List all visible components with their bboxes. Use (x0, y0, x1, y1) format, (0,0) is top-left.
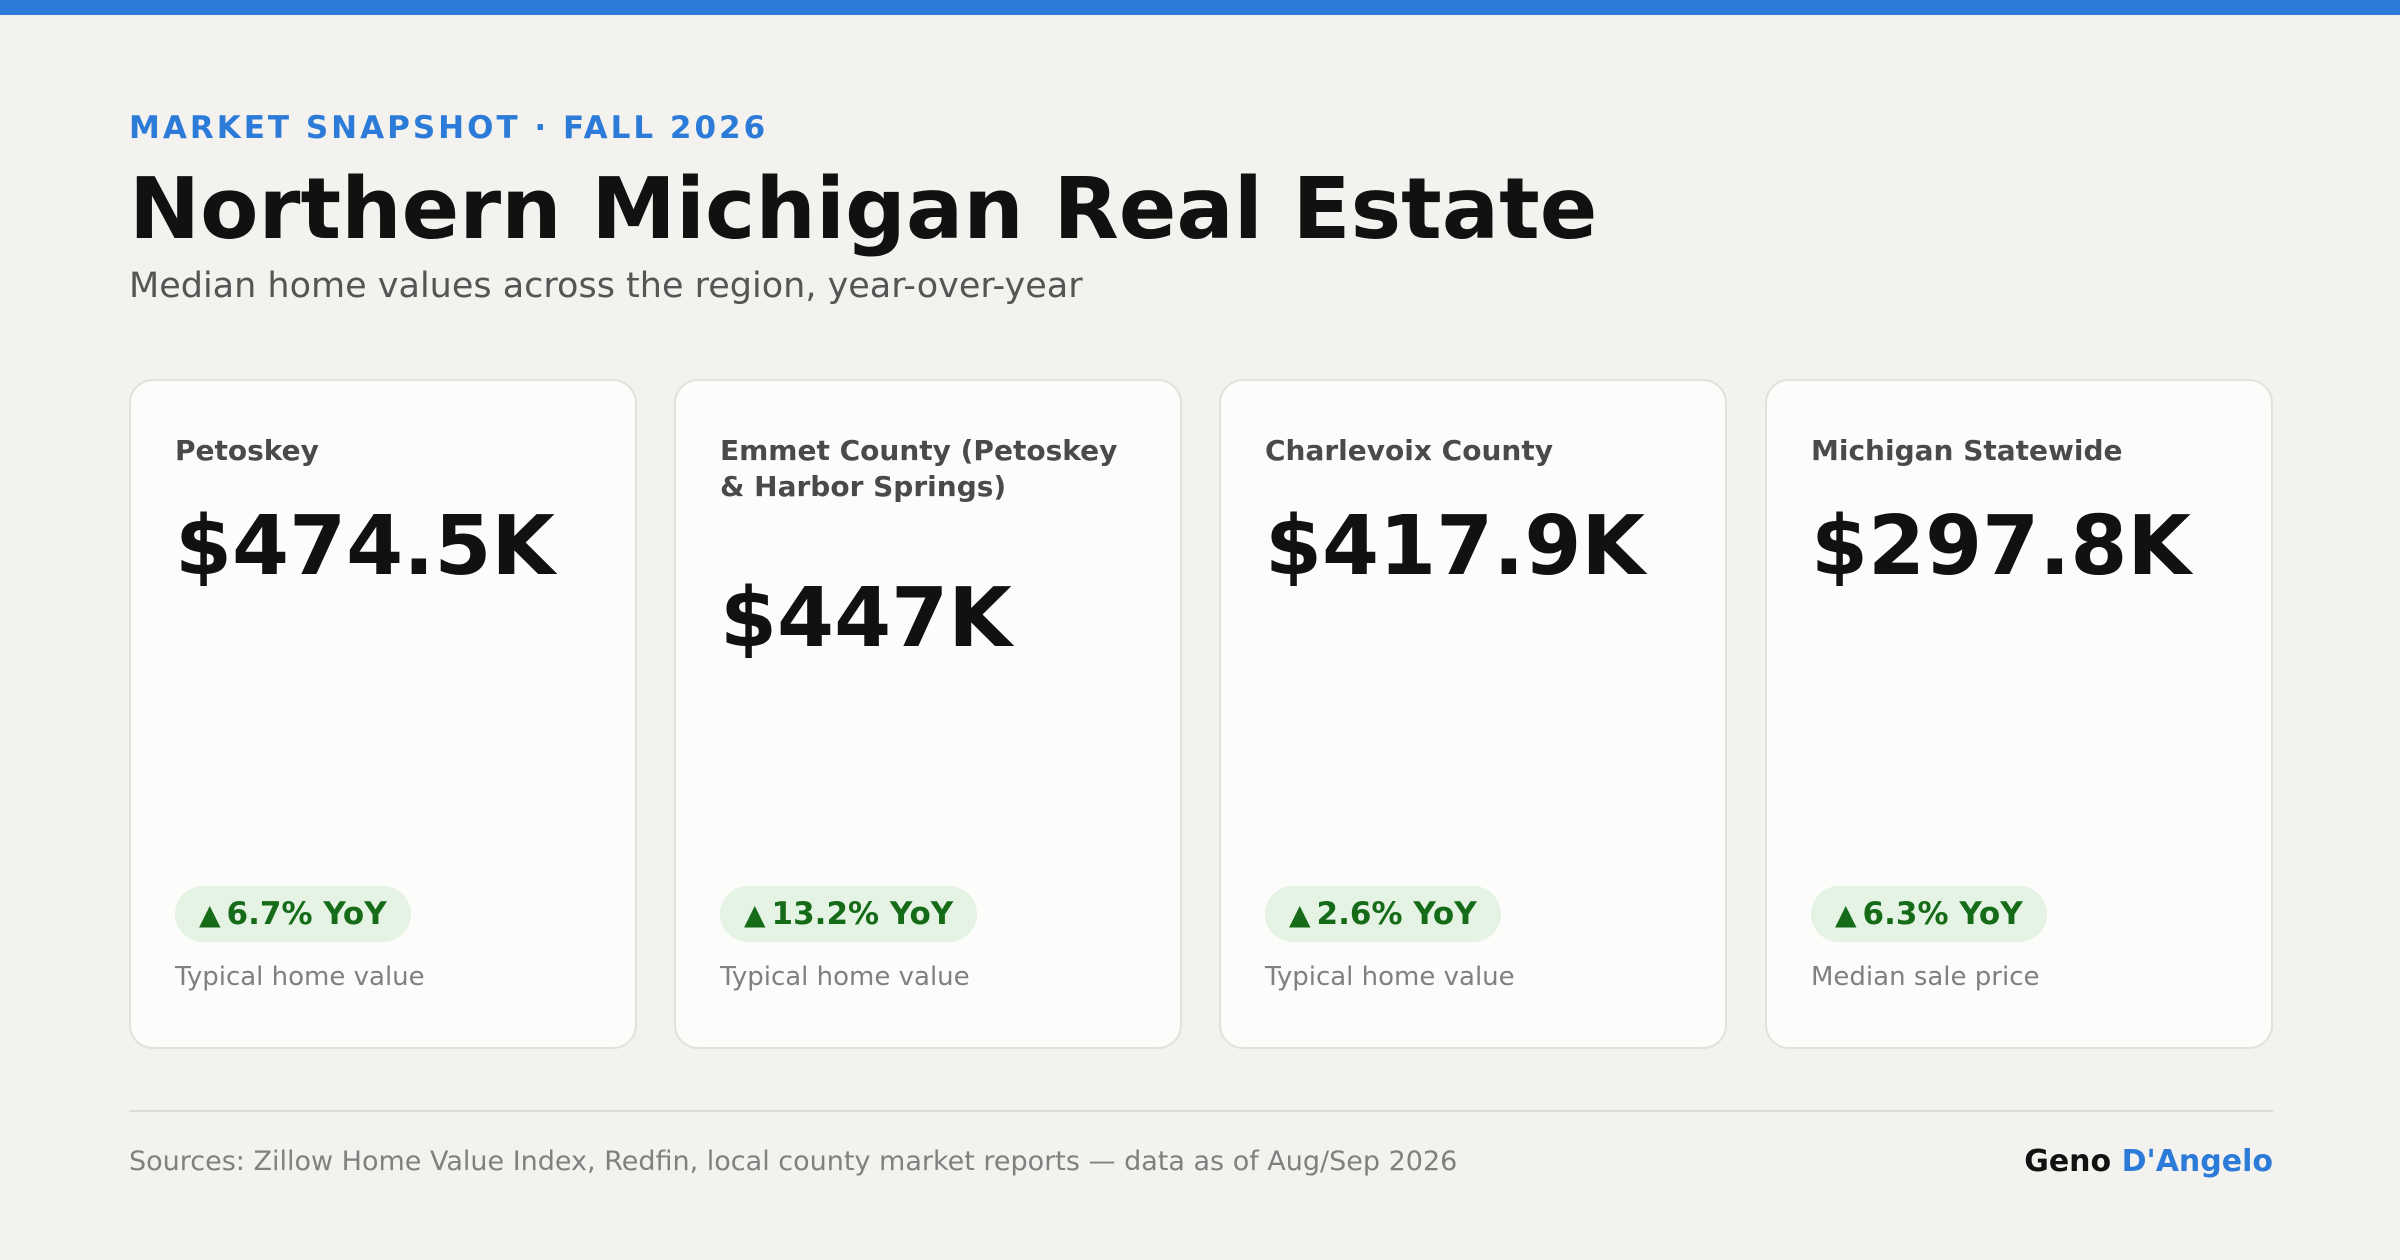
page-title: Northern Michigan Real Estate (129, 160, 1598, 259)
card-caption: Typical home value (1265, 962, 1515, 992)
card-region-name: Michigan Statewide (1811, 434, 2123, 467)
brand-last-name: D'Angelo (2121, 1144, 2273, 1179)
yoy-change-text: 6.3% YoY (1862, 896, 2023, 932)
market-card-petoskey: Petoskey $474.5K ▲ 6.7% YoY Typical home … (129, 379, 637, 1049)
card-caption: Median sale price (1811, 962, 2040, 992)
market-card-charlevoix-county: Charlevoix County $417.9K ▲ 2.6% YoY Typi… (1219, 379, 1727, 1049)
yoy-change-badge: ▲ 13.2% YoY (720, 886, 978, 942)
card-region-name: Charlevoix County (1265, 434, 1553, 467)
footer-sources: Sources: Zillow Home Value Index, Redfin… (129, 1146, 1458, 1177)
card-value: $447K (720, 571, 1012, 666)
card-region-name: Emmet County (Petoskey & Harbor Springs) (720, 434, 1118, 503)
yoy-change-text: 2.6% YoY (1316, 896, 1477, 932)
footer-divider (129, 1110, 2273, 1112)
card-value: $297.8K (1811, 499, 2191, 594)
yoy-change-text: 13.2% YoY (771, 896, 954, 932)
up-arrow-icon: ▲ (1289, 898, 1311, 931)
card-region-name: Petoskey (175, 434, 319, 467)
card-value: $474.5K (175, 499, 555, 594)
yoy-change-badge: ▲ 2.6% YoY (1265, 886, 1501, 942)
card-caption: Typical home value (175, 962, 425, 992)
yoy-change-badge: ▲ 6.3% YoY (1811, 886, 2047, 942)
eyebrow-label: MARKET SNAPSHOT · FALL 2026 (129, 110, 769, 146)
market-card-michigan-statewide: Michigan Statewide $297.8K ▲ 6.3% YoY Med… (1765, 379, 2273, 1049)
up-arrow-icon: ▲ (199, 898, 221, 931)
up-arrow-icon: ▲ (1835, 898, 1857, 931)
card-value: $417.9K (1265, 499, 1645, 594)
up-arrow-icon: ▲ (744, 898, 766, 931)
top-accent-bar (0, 0, 2400, 15)
market-cards: Petoskey $474.5K ▲ 6.7% YoY Typical home … (129, 379, 2273, 1049)
brand-first-name: Geno (2024, 1144, 2112, 1179)
footer-brand: Geno D'Angelo (2024, 1144, 2273, 1179)
yoy-change-text: 6.7% YoY (226, 896, 387, 932)
page-subtitle: Median home values across the region, ye… (129, 266, 1083, 306)
market-card-emmet-county: Emmet County (Petoskey & Harbor Springs)… (674, 379, 1182, 1049)
card-caption: Typical home value (720, 962, 970, 992)
yoy-change-badge: ▲ 6.7% YoY (175, 886, 411, 942)
